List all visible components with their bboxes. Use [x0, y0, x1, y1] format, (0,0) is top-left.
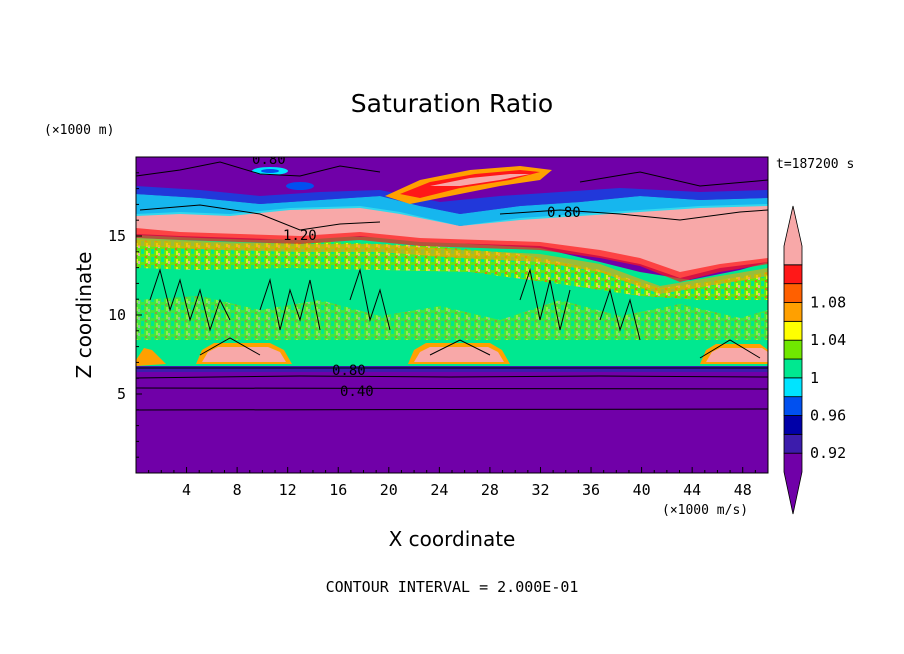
y-unit-label: (×1000 m): [44, 123, 114, 138]
colorbar-segment: [783, 320, 803, 341]
x-tick-label: 32: [531, 481, 549, 499]
x-tick-label: 20: [380, 481, 398, 499]
contour-label: 0.80: [252, 152, 286, 168]
x-tick-label: 12: [279, 481, 297, 499]
x-tick-label: 16: [329, 481, 347, 499]
colorbar-label: 1.08: [810, 294, 846, 312]
colorbar-label: 1.04: [810, 331, 846, 349]
contour-labels: 0.80 0.80 1.20 0.80 0.40: [252, 152, 581, 400]
colorbar-segment: [783, 415, 803, 435]
contour-label: 0.40: [340, 384, 374, 400]
chart-title: Saturation Ratio: [351, 89, 553, 118]
x-tick-label: 48: [734, 481, 752, 499]
x-tick-label: 40: [633, 481, 651, 499]
colorbar-segment: [783, 358, 803, 379]
cloud-layer-speckle: [136, 240, 768, 300]
colorbar-segment: [783, 433, 803, 454]
y-tick-label: 10: [108, 306, 126, 324]
x-tick-label: 4: [182, 481, 191, 499]
y-tick-label: 15: [108, 227, 126, 245]
boundary-bumps: [136, 343, 768, 366]
colorbar-segment: [783, 396, 803, 416]
colorbar-segment: [783, 452, 803, 515]
contour-label: 1.20: [283, 228, 317, 244]
x-tick-label: 36: [582, 481, 600, 499]
colorbar-segment: [783, 339, 803, 360]
colorbar-label: 0.96: [810, 407, 846, 425]
x-tick-label: 8: [233, 481, 242, 499]
colorbar-label: 1: [810, 369, 819, 387]
x-tick-label: 24: [430, 481, 448, 499]
colorbar-segment: [783, 377, 803, 398]
contour-interval-footer: CONTOUR INTERVAL = 2.000E-01: [326, 578, 579, 596]
x-tick-label: 44: [683, 481, 701, 499]
colorbar: 0.92 0.96 1 1.04 1.08: [783, 205, 846, 515]
colorbar-label: 0.92: [810, 444, 846, 462]
x-axis-ticks: 4 8 12 16 20 24 28 32 36 40 44 48: [148, 467, 756, 499]
colorbar-segment: [783, 302, 803, 322]
contour-label: 0.80: [547, 205, 581, 221]
x-unit-label: (×1000 m/s): [662, 503, 748, 518]
colorbar-segment: [783, 283, 803, 303]
x-tick-label: 28: [481, 481, 499, 499]
plot-area: 0.80 0.80 1.20 0.80 0.40: [136, 152, 768, 473]
x-axis-label: X coordinate: [389, 527, 516, 551]
y-axis-ticks: 5 10 15: [108, 172, 142, 458]
colorbar-segment: [783, 205, 803, 266]
contour-label: 0.80: [332, 363, 366, 379]
y-tick-label: 5: [117, 385, 126, 403]
time-label: t=187200 s: [776, 157, 854, 172]
colorbar-segment: [783, 264, 803, 285]
y-axis-label: Z coordinate: [72, 252, 96, 379]
